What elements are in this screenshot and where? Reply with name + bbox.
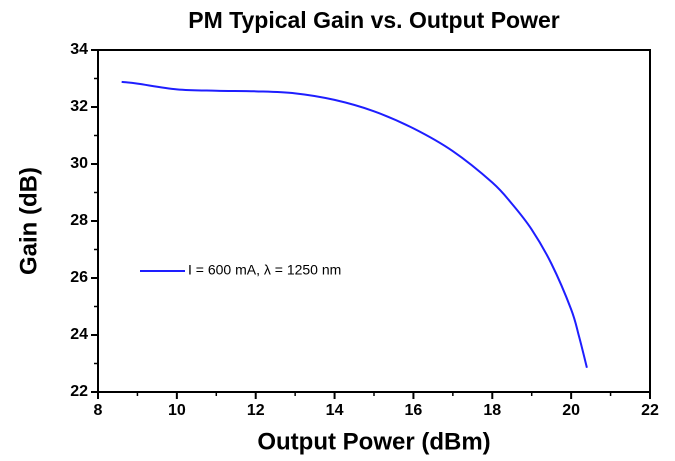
chart-title: PM Typical Gain vs. Output Power <box>188 7 560 33</box>
y-tick-label: 22 <box>70 383 88 400</box>
x-tick-label: 8 <box>94 402 103 419</box>
y-tick-label: 24 <box>70 326 88 343</box>
x-tick-label: 22 <box>641 402 659 419</box>
data-line <box>121 80 588 369</box>
x-tick-label: 18 <box>483 402 501 419</box>
legend-label: I = 600 mA, λ = 1250 nm <box>188 262 341 278</box>
y-tick-label: 32 <box>70 98 88 115</box>
x-tick-label: 10 <box>168 402 186 419</box>
plot-frame <box>97 49 651 393</box>
y-tick-label: 34 <box>70 41 88 58</box>
x-tick-label: 12 <box>247 402 265 419</box>
x-tick-label: 16 <box>405 402 423 419</box>
y-tick-label: 28 <box>70 212 88 229</box>
x-tick-label: 20 <box>562 402 580 419</box>
y-axis-label: Gain (dB) <box>15 167 42 275</box>
y-tick-label: 26 <box>70 269 88 286</box>
x-axis-label: Output Power (dBm) <box>257 428 490 455</box>
x-tick-label: 14 <box>326 402 344 419</box>
y-tick-label: 30 <box>70 155 88 172</box>
